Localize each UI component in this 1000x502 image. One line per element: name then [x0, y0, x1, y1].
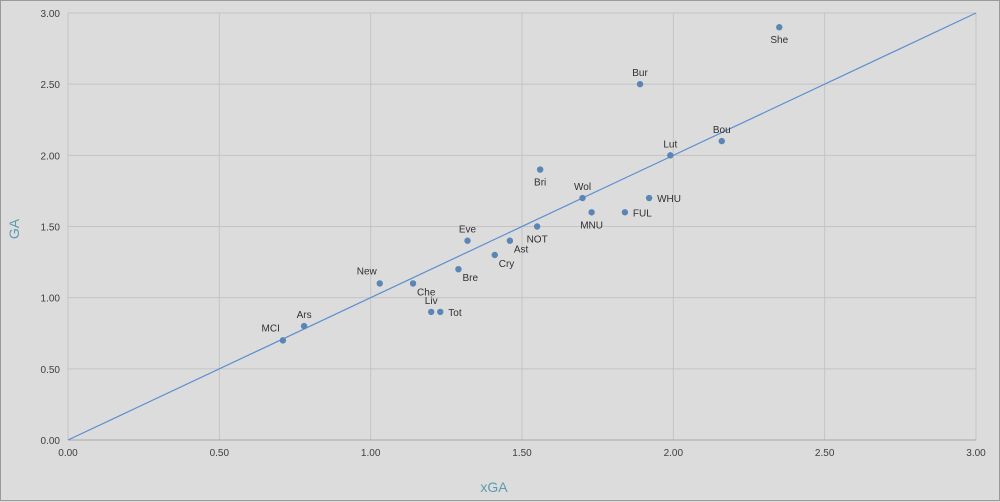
data-point: [428, 308, 435, 316]
data-point: [533, 223, 541, 230]
x-tick-label: 0.50: [210, 448, 230, 459]
data-point: [506, 237, 514, 244]
point-label: Cry: [499, 259, 515, 270]
point-label: Liv: [425, 296, 438, 307]
data-point: [588, 209, 595, 216]
data-point: [464, 237, 471, 244]
data-point: [437, 308, 444, 316]
data-point: [536, 166, 544, 173]
reference-line-group: [67, 12, 977, 441]
reference-line: [67, 12, 977, 441]
y-tick-label: 1.00: [41, 294, 61, 305]
point-label: Tot: [448, 308, 462, 319]
y-tick-label: 0.00: [41, 436, 61, 447]
data-point: [636, 80, 644, 88]
point-label: MCI: [262, 323, 280, 334]
data-point: [621, 209, 629, 216]
point-label: She: [770, 35, 788, 46]
y-tick-labels: 0.00 0.50 1.00 1.50 2.00 2.50 3.00: [41, 9, 61, 447]
y-tick-label: 3.00: [41, 9, 61, 20]
data-point: [491, 251, 498, 259]
data-point: [279, 337, 287, 344]
point-label: Bri: [534, 178, 546, 189]
y-tick-label: 2.00: [41, 151, 61, 162]
data-point: [455, 266, 462, 273]
y-tick-label: 2.50: [41, 80, 61, 91]
data-point: [579, 194, 586, 202]
x-tick-label: 0.00: [58, 448, 78, 459]
point-label: Wol: [574, 182, 591, 193]
point-label: New: [357, 266, 378, 277]
data-point: [300, 322, 308, 330]
x-tick-label: 2.50: [815, 448, 835, 459]
point-label: MNU: [580, 220, 603, 231]
data-point: [776, 24, 783, 31]
data-point: [718, 137, 725, 145]
data-point: [376, 280, 383, 287]
point-label: Bur: [632, 68, 648, 79]
y-tick-label: 1.50: [41, 223, 61, 234]
x-tick-label: 1.50: [512, 448, 532, 459]
point-label: Bou: [713, 125, 731, 136]
point-label: Bre: [462, 273, 478, 284]
x-axis-label: xGA: [480, 479, 508, 495]
point-label: Lut: [663, 139, 677, 150]
y-axis-label: GA: [6, 218, 22, 239]
point-label: WHU: [657, 194, 681, 205]
point-label: FUL: [633, 208, 652, 219]
x-tick-labels: 0.00 0.50 1.00 1.50 2.00 2.50 3.00: [58, 448, 986, 459]
point-label: NOT: [527, 235, 548, 246]
data-point: [667, 152, 674, 159]
x-tick-label: 2.00: [664, 448, 684, 459]
data-point: [645, 194, 653, 202]
data-point: [409, 280, 417, 287]
data-points: [279, 24, 783, 344]
point-label: Ars: [297, 310, 312, 321]
x-tick-label: 1.00: [361, 448, 381, 459]
point-label: Che: [417, 287, 436, 298]
x-tick-label: 3.00: [966, 448, 986, 459]
y-tick-label: 0.50: [41, 365, 61, 376]
point-label: Ast: [514, 245, 529, 256]
point-label: Eve: [459, 225, 477, 236]
